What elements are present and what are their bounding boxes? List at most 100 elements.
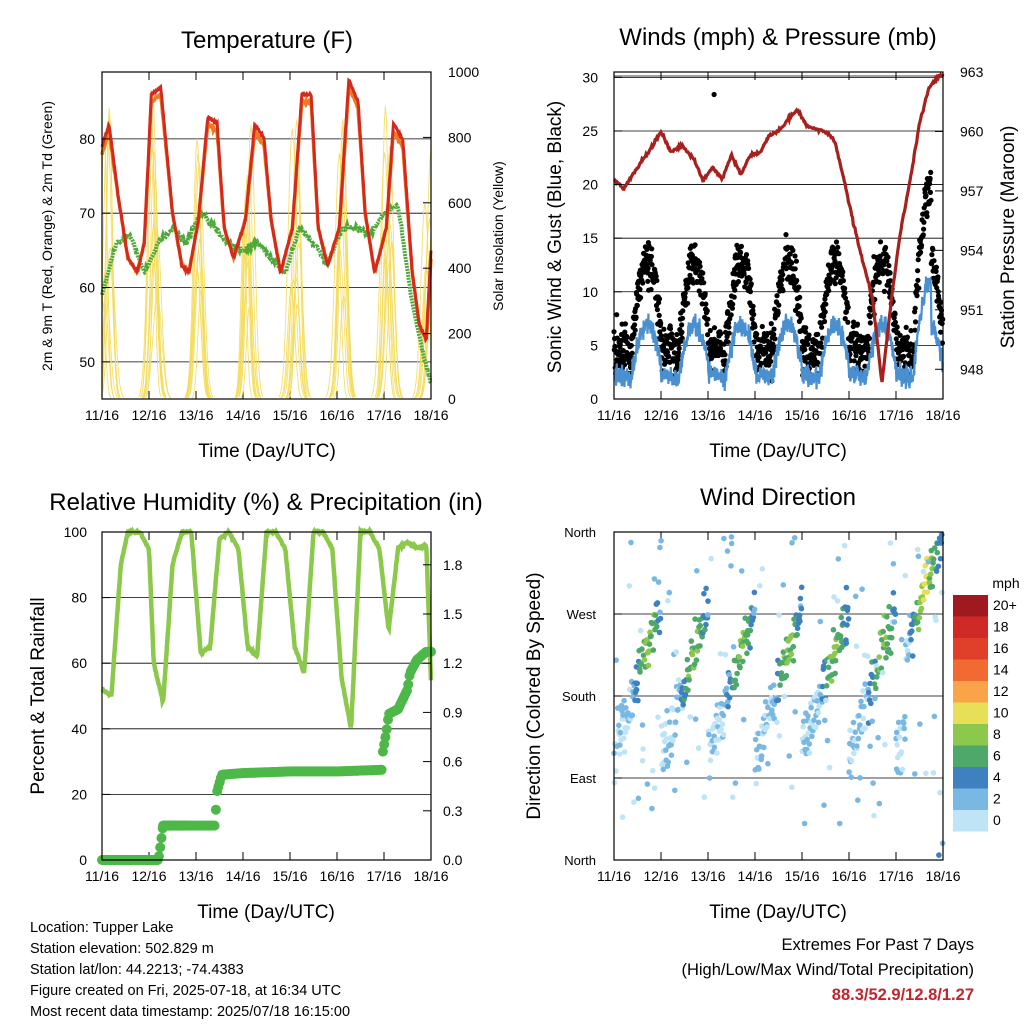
gust-point [730,301,736,307]
gust-point [718,331,724,337]
direction-point [850,719,857,726]
direction-point [686,677,692,683]
y-tick-label: 80 [71,590,87,606]
gust-point [679,315,686,321]
direction-point [723,685,730,692]
direction-point [680,701,686,708]
gust-point [775,310,781,316]
gust-point [866,335,873,341]
direction-point [639,646,645,652]
direction-point [765,760,771,767]
gust-point [806,336,812,342]
gust-point [892,311,898,317]
humidity-ylabel: Percent & Total Rainfall [28,597,49,794]
gust-point [915,257,921,263]
direction-point [931,545,938,551]
gust-point [704,321,710,327]
direction-point [641,657,648,663]
direction-point [929,583,936,590]
solar-line [377,145,403,398]
direction-point [672,732,678,738]
y-tick-label: 5 [590,337,598,353]
direction-point [872,658,878,665]
legend-swatch [953,810,988,832]
gust-point [707,327,713,334]
gust-point [703,301,709,307]
gust-point [653,273,659,279]
gust-point [743,279,749,286]
direction-point [729,794,736,800]
direction-point [656,629,663,636]
gust-point [836,251,842,257]
y-tick-label: 0 [590,391,598,407]
gust-point [728,312,734,318]
direction-point [870,780,876,786]
direction-point [817,618,824,625]
gust-point [776,302,782,308]
gust-point [771,326,777,332]
gust-point [881,288,888,294]
y2-tick-label: 1.2 [443,655,463,671]
gust-point [867,314,873,320]
direction-point [720,731,727,738]
direction-point [851,750,857,757]
direction-point [798,584,805,591]
y-tick-label: North [564,853,596,868]
gust-point [920,232,926,238]
direction-point [707,757,714,764]
direction-point [920,568,927,575]
direction-point [801,820,808,827]
direction-point [852,593,859,600]
gust-point [826,288,832,294]
y2-tick-label: 800 [448,129,472,145]
gust-point [667,326,674,332]
gust-point [930,246,936,252]
temperature-title: Temperature (F) [181,27,353,54]
direction-point [753,780,760,787]
legend-swatch [953,724,988,746]
direction-point [687,714,693,720]
gust-point [904,334,911,340]
direction-point [796,612,803,619]
direction-point [639,757,646,764]
direction-point [739,643,746,649]
direction-point [655,714,661,720]
gust-point [702,291,708,297]
rainfall-point [376,764,387,775]
direction-point [651,576,658,582]
direction-point [752,736,759,743]
direction-point [719,721,726,727]
direction-point [882,741,888,748]
gust-point [897,332,903,338]
direction-point [891,619,898,625]
x-tick-label: 12/16 [131,407,166,423]
direction-point [728,563,734,569]
x-tick-label: 16/16 [319,868,354,884]
gust-point [726,324,732,330]
direction-point [775,697,782,703]
direction-point [923,770,929,777]
gust-point [692,242,698,248]
gust-point [832,281,838,287]
direction-point [672,719,679,725]
recent-timestamp: Most recent data timestamp: 2025/07/18 1… [30,1004,351,1020]
gust-point [928,169,934,175]
gust-point [649,246,655,252]
solar-line [280,285,303,399]
gust-point [803,325,809,331]
direction-point [665,597,671,604]
direction-point [616,722,622,729]
direction-point [751,589,758,596]
gust-point [726,320,732,326]
legend-label: 20+ [993,597,1017,613]
direction-point [717,651,724,657]
gust-point [886,263,892,269]
gust-point [656,296,663,302]
gust-point [935,289,941,295]
temperature-y2label: Solar Insolation (Yellow) [490,161,506,311]
direction-point [794,631,800,638]
direction-point [901,720,907,726]
y2-tick-label: 1.8 [443,557,463,573]
solar-line [285,277,308,399]
gust-point [654,277,660,284]
